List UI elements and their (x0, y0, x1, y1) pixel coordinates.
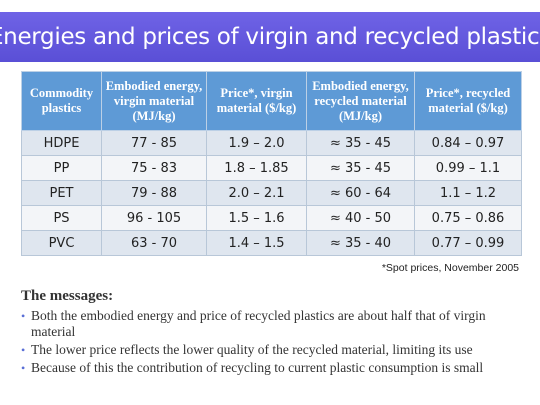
table-cell: 79 - 88 (101, 180, 207, 206)
message-text: The lower price reflects the lower quali… (31, 342, 473, 357)
bullet-icon: • (21, 361, 26, 375)
table-cell: 75 - 83 (101, 155, 207, 181)
column-header-commodity: Commodity plastics (21, 71, 102, 131)
table-row: PVC 63 - 70 1.4 – 1.5 ≈ 35 - 40 0.77 – 0… (21, 230, 522, 256)
table-cell: PVC (21, 230, 102, 256)
list-item: • Because of this the contribution of re… (21, 360, 521, 376)
table-cell: 1.9 – 2.0 (206, 130, 307, 156)
title-bar: Energies and prices of virgin and recycl… (0, 12, 540, 62)
table-cell: 0.75 – 0.86 (414, 205, 522, 231)
table-cell: ≈ 35 - 45 (306, 155, 415, 181)
column-header-virgin-energy: Embodied energy, virgin material (MJ/kg) (101, 71, 207, 131)
table-cell: 63 - 70 (101, 230, 207, 256)
table-cell: 96 - 105 (101, 205, 207, 231)
messages-heading: The messages: (21, 288, 114, 304)
bullet-icon: • (21, 309, 26, 323)
table-cell: 0.77 – 0.99 (414, 230, 522, 256)
messages-section: The messages: • Both the embodied energy… (21, 288, 521, 378)
message-text: Because of this the contribution of recy… (31, 360, 484, 375)
table-cell: 1.8 – 1.85 (206, 155, 307, 181)
table-row: PET 79 - 88 2.0 – 2.1 ≈ 60 - 64 1.1 – 1.… (21, 180, 522, 206)
message-text: Both the embodied energy and price of re… (31, 308, 486, 339)
table-cell: 1.5 – 1.6 (206, 205, 307, 231)
table-cell: 0.99 – 1.1 (414, 155, 522, 181)
table-cell: HDPE (21, 130, 102, 156)
table-cell: ≈ 60 - 64 (306, 180, 415, 206)
bullet-icon: • (21, 343, 26, 357)
table-cell: 2.0 – 2.1 (206, 180, 307, 206)
table-cell: 1.4 – 1.5 (206, 230, 307, 256)
table-cell: 1.1 – 1.2 (414, 180, 522, 206)
column-header-recycled-energy: Embodied energy, recycled material (MJ/k… (306, 71, 415, 131)
list-item: • The lower price reflects the lower qua… (21, 342, 521, 358)
table-cell: PP (21, 155, 102, 181)
list-item: • Both the embodied energy and price of … (21, 308, 521, 340)
table-row: HDPE 77 - 85 1.9 – 2.0 ≈ 35 - 45 0.84 – … (21, 130, 522, 156)
column-header-virgin-price: Price*, virgin material ($/kg) (206, 71, 307, 131)
table-cell: 0.84 – 0.97 (414, 130, 522, 156)
table-cell: ≈ 35 - 45 (306, 130, 415, 156)
table-row: PP 75 - 83 1.8 – 1.85 ≈ 35 - 45 0.99 – 1… (21, 155, 522, 181)
table-cell: ≈ 40 - 50 (306, 205, 415, 231)
table-row: PS 96 - 105 1.5 – 1.6 ≈ 40 - 50 0.75 – 0… (21, 205, 522, 231)
messages-list: • Both the embodied energy and price of … (21, 308, 521, 376)
table-header-row: Commodity plastics Embodied energy, virg… (21, 71, 522, 131)
column-header-recycled-price: Price*, recycled material ($/kg) (414, 71, 522, 131)
plastics-table: Commodity plastics Embodied energy, virg… (21, 71, 522, 256)
table-cell: PET (21, 180, 102, 206)
table-cell: ≈ 35 - 40 (306, 230, 415, 256)
slide-title: Energies and prices of virgin and recycl… (0, 24, 540, 50)
footnote: *Spot prices, November 2005 (381, 262, 519, 274)
table-cell: 77 - 85 (101, 130, 207, 156)
table-cell: PS (21, 205, 102, 231)
